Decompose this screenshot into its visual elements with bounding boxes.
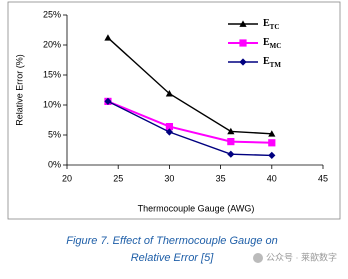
y-tick-label: 5%	[48, 129, 61, 139]
series-line	[107, 100, 272, 144]
marker	[268, 130, 276, 137]
caption-line: Figure 7. Effect of Thermocouple Gauge o…	[66, 235, 278, 247]
marker	[165, 90, 173, 97]
y-tick-label: 25%	[43, 9, 61, 19]
x-tick-label: 30	[164, 173, 174, 183]
watermark-icon	[253, 253, 263, 263]
marker	[227, 138, 235, 146]
y-tick-label: 15%	[43, 69, 61, 79]
legend-marker	[239, 20, 247, 27]
legend-marker	[239, 58, 247, 66]
legend-marker	[239, 39, 247, 47]
marker	[227, 127, 235, 135]
x-tick-label: 45	[318, 173, 328, 183]
marker	[165, 128, 173, 136]
marker	[268, 151, 276, 159]
x-axis-label: Thermocouple Gauge (AWG)	[138, 203, 255, 213]
x-tick-label: 20	[62, 173, 72, 183]
marker	[165, 123, 173, 131]
x-tick-label: 40	[267, 173, 277, 183]
x-tick-label: 35	[216, 173, 226, 183]
x-tick-label: 25	[113, 173, 123, 183]
marker	[268, 139, 276, 147]
marker	[227, 150, 235, 158]
y-tick-label: 10%	[43, 99, 61, 109]
marker	[104, 34, 112, 41]
caption-line: Relative Error [5]	[131, 252, 214, 264]
legend-label: ETC	[263, 18, 279, 30]
series-line	[107, 37, 272, 135]
chart-frame	[7, 1, 341, 220]
legend-label: EMC	[263, 37, 281, 49]
y-tick-label: 0%	[48, 159, 61, 169]
series-line	[107, 100, 272, 157]
y-axis-label: Relative Error (%)	[14, 54, 24, 126]
marker	[104, 97, 112, 105]
watermark: 公众号 · 莱歆数字	[266, 251, 337, 262]
legend-label: ETM	[263, 56, 281, 68]
y-tick-label: 20%	[43, 39, 61, 49]
